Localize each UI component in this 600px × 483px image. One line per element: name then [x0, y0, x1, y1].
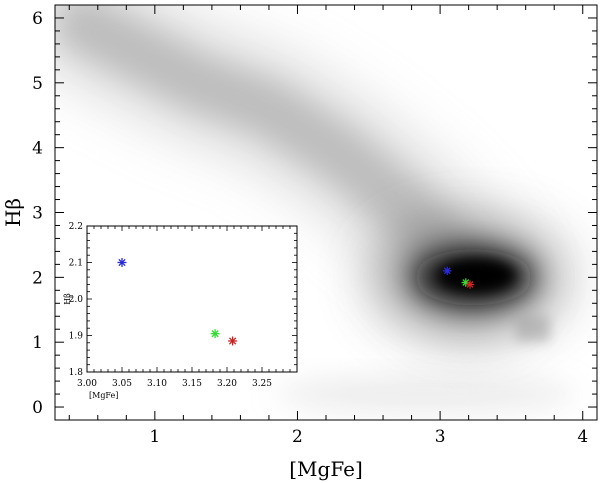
y-tick-label: 1 — [32, 333, 43, 353]
density-secondary-patch — [515, 315, 550, 342]
x-tick-label: 1 — [149, 427, 160, 447]
y-tick-label: 6 — [32, 9, 43, 29]
inset-y-tick-label: 1.8 — [69, 368, 84, 378]
y-axis-label: Hβ — [1, 198, 25, 227]
inset-x-tick-label: 3.25 — [252, 379, 272, 389]
main-marker-0 — [443, 266, 452, 276]
main-marker-2 — [465, 280, 475, 289]
inset-x-tick-label: 3.05 — [112, 379, 132, 389]
density-map — [55, 5, 576, 413]
inset-scatter-plot: 3.00 3.05 3.10 3.15 3.20 3.25 1.8 1.9 2.0 2.1 2.2 [… — [63, 222, 298, 400]
inset-frame — [86, 225, 298, 373]
inset-y-tick-label: 2.0 — [69, 295, 84, 305]
inset-point-1 — [210, 329, 220, 339]
y-tick-label: 3 — [32, 204, 43, 224]
inset-x-tick-label: 3.15 — [182, 379, 202, 389]
inset-y-tick-label: 2.1 — [69, 259, 83, 269]
y-tick-label: 5 — [32, 74, 43, 94]
x-tick-label: 4 — [577, 427, 588, 447]
inset-x-axis-label: [MgFe] — [89, 391, 118, 400]
y-tick-label: 2 — [32, 268, 43, 288]
y-tick-label: 0 — [32, 398, 43, 418]
inset-y-tick-label: 1.9 — [69, 332, 84, 342]
inset-x-tick-label: 3.10 — [147, 379, 167, 389]
inset-x-tick-label: 3.20 — [217, 379, 237, 389]
inset-y-tick-label: 2.2 — [69, 222, 83, 232]
density-band-inner — [56, 5, 497, 305]
density-haze-bottom — [275, 376, 576, 413]
x-tick-label: 3 — [435, 427, 446, 447]
x-axis-label: [MgFe] — [289, 457, 363, 481]
inset-point-0 — [117, 258, 127, 267]
inset-x-tick-label: 3.00 — [77, 379, 97, 389]
x-tick-label: 2 — [292, 427, 303, 447]
inset-point-2 — [228, 336, 238, 346]
y-tick-label: 4 — [32, 139, 43, 159]
inset-y-axis-label: Hβ — [63, 293, 72, 305]
density-core-peak — [438, 259, 515, 292]
